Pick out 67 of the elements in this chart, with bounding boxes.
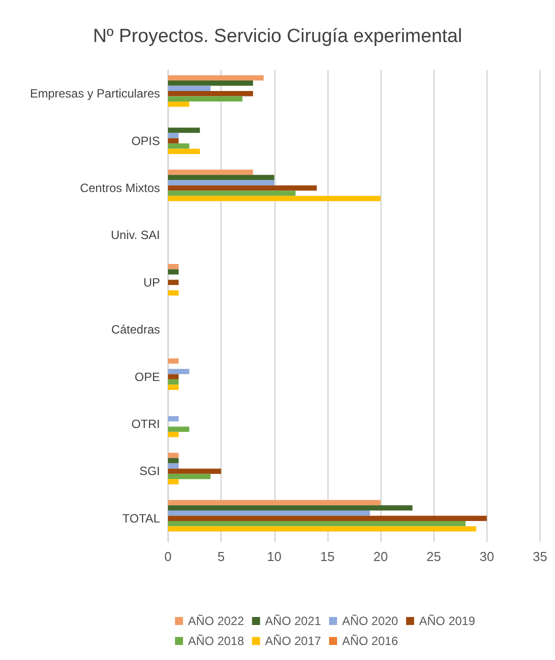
- legend-label: AÑO 2017: [265, 634, 322, 648]
- legend-label: AÑO 2021: [265, 614, 322, 628]
- bar: [168, 269, 179, 275]
- bar: [168, 374, 179, 380]
- bar: [168, 432, 179, 438]
- bar: [168, 474, 211, 480]
- x-tick-label: 35: [532, 549, 548, 564]
- bar: [168, 510, 370, 516]
- bar: [168, 426, 190, 432]
- x-tick-label: 15: [320, 549, 335, 564]
- bar: [168, 96, 242, 102]
- y-tick-label: Centros Mixtos: [80, 181, 160, 195]
- y-tick-label: Cátedras: [111, 322, 160, 337]
- y-tick-label: OPIS: [131, 134, 160, 148]
- bar: [168, 463, 179, 469]
- bar: [168, 86, 211, 91]
- y-tick-label: OPE: [134, 370, 160, 384]
- y-tick-label: OTRI: [131, 417, 160, 431]
- y-tick-label: Empresas y Particulares: [30, 86, 160, 101]
- x-tick-label: 10: [267, 549, 282, 564]
- bar: [168, 479, 179, 484]
- bar: [168, 132, 179, 138]
- bar: [168, 185, 317, 191]
- bar: [168, 290, 179, 296]
- bar: [168, 148, 200, 154]
- legend-label: AÑO 2016: [342, 634, 398, 648]
- bar: [168, 384, 179, 390]
- bar: [168, 416, 179, 422]
- x-tick-label: 25: [426, 549, 441, 564]
- bar: [168, 138, 179, 144]
- x-tick-label: 5: [218, 549, 225, 564]
- x-tick-label: 30: [480, 549, 494, 564]
- bar: [168, 174, 274, 180]
- bar: [168, 458, 179, 464]
- bar: [168, 170, 254, 175]
- bar: [168, 128, 200, 133]
- bar: [168, 90, 254, 96]
- bar: [168, 505, 412, 511]
- bar: [168, 101, 190, 107]
- bar: [168, 452, 179, 458]
- bar: [168, 190, 296, 196]
- bar: [168, 180, 274, 186]
- bar: [168, 196, 381, 202]
- bar: [168, 358, 179, 364]
- legend-label: AÑO 2019: [419, 614, 476, 628]
- y-tick-label: TOTAL: [122, 511, 160, 526]
- bar: [168, 280, 179, 286]
- y-tick-label: Univ. SAI: [110, 228, 160, 242]
- bar: [168, 143, 190, 149]
- legend-label: AÑO 2020: [342, 614, 398, 628]
- bar: [168, 75, 264, 80]
- bar: [168, 500, 381, 506]
- chart-title: Nº Proyectos. Servicio Cirugía experimental: [92, 26, 462, 47]
- bar: [168, 368, 190, 374]
- y-tick-label: UP: [143, 275, 160, 290]
- y-tick-label: SGI: [139, 464, 160, 478]
- bar: [168, 468, 222, 474]
- bar: [168, 516, 487, 522]
- bar: [168, 521, 466, 526]
- x-tick-label: 20: [373, 549, 388, 564]
- legend-label: AÑO 2022: [188, 614, 244, 628]
- bar: [168, 526, 476, 532]
- bar: [168, 379, 179, 385]
- x-tick-label: 0: [164, 549, 172, 564]
- bar: [168, 80, 254, 86]
- bar: [168, 264, 179, 270]
- legend-label: AÑO 2018: [188, 634, 244, 648]
